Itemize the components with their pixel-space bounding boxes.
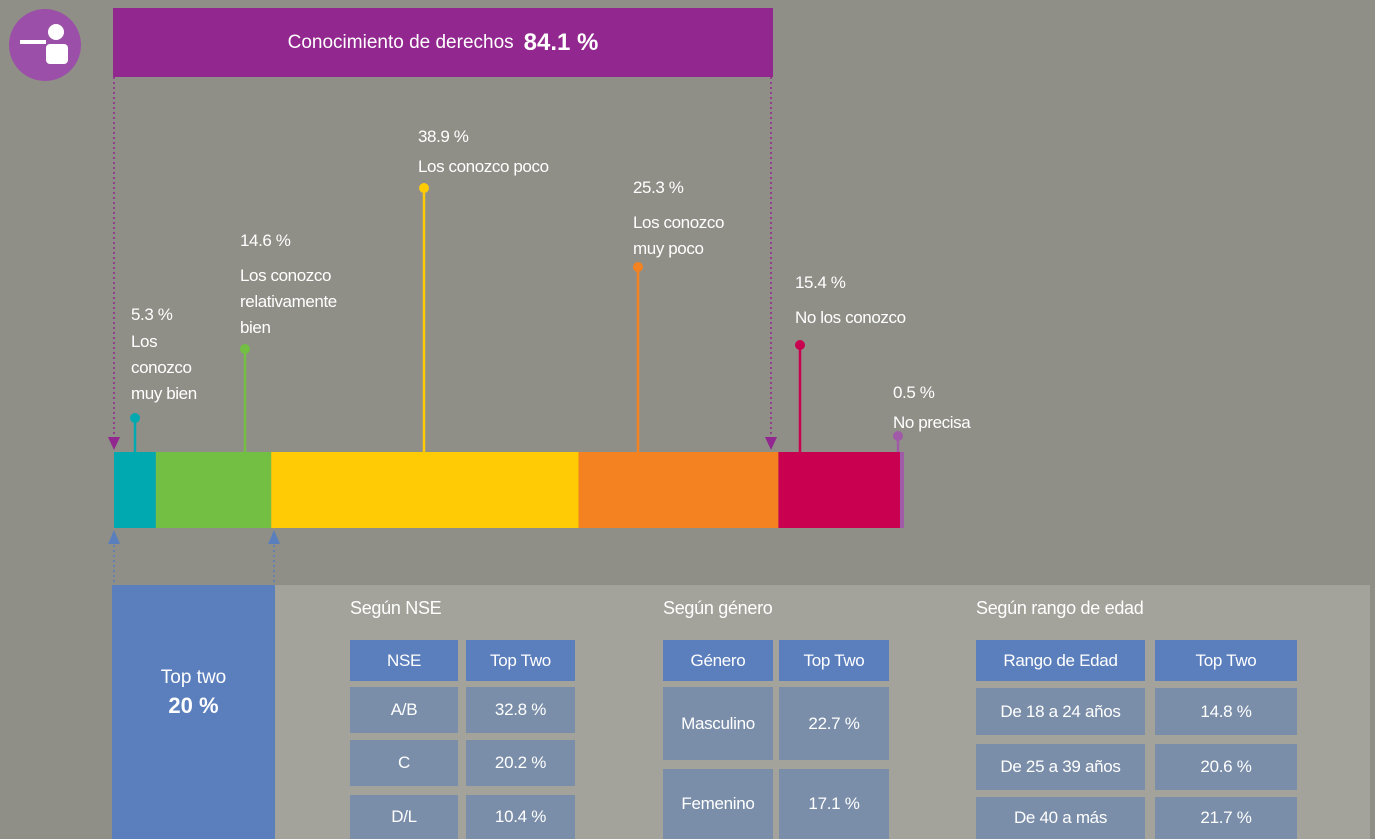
top-two: Top two 20 % [112, 664, 275, 720]
bar-segment [155, 452, 272, 528]
table-cell: De 18 a 24 años [976, 688, 1145, 735]
category-label: Los conozco muy poco [633, 213, 725, 258]
table-cell: 21.7 % [1155, 797, 1297, 839]
table-header: Rango de Edad [976, 640, 1145, 681]
value-label: 15.4 % [795, 273, 846, 292]
pin-head [240, 344, 250, 354]
table-cell: Femenino [663, 769, 773, 839]
table-cell: 20.6 % [1155, 744, 1297, 790]
table-cell: 20.2 % [466, 740, 575, 786]
table-cell: 32.8 % [466, 687, 575, 733]
table-title: Según rango de edad [976, 598, 1144, 618]
arrow-head [108, 437, 120, 450]
bar-segment [578, 452, 779, 528]
header-value: 84.1 % [523, 28, 599, 56]
category-label: Los conozco poco [418, 157, 549, 176]
table-cell: De 25 a 39 años [976, 744, 1145, 790]
category-label: No los conozco [795, 308, 906, 327]
table-cell: Masculino [663, 687, 773, 760]
table-header: Top Two [466, 640, 575, 681]
category-label: Los conozco relativamente bien [240, 266, 337, 337]
pin-head [893, 431, 903, 441]
table-cell: 17.1 % [779, 769, 889, 839]
value-label: 5.3 % [131, 305, 173, 324]
table-cell: 14.8 % [1155, 688, 1297, 735]
pin-head [795, 340, 805, 350]
value-label: 25.3 % [633, 178, 684, 197]
table-cell: D/L [350, 795, 458, 839]
pin-head [633, 262, 643, 272]
table-header: Género [663, 640, 773, 681]
icon [9, 9, 81, 81]
arrow-head [268, 530, 280, 544]
table-title: Según género [663, 598, 773, 618]
bar-segment [900, 452, 904, 528]
table-cell: 22.7 % [779, 687, 889, 760]
icon-part [20, 40, 46, 44]
table-cell: C [350, 740, 458, 786]
header: Conocimiento de derechos 84.1 % [113, 8, 773, 77]
icon-part [48, 24, 64, 40]
header-box [113, 8, 773, 77]
icon-part [46, 44, 68, 64]
header-label: Conocimiento de derechos [287, 31, 514, 53]
table-cell: 10.4 % [466, 795, 575, 839]
table-header: NSE [350, 640, 458, 681]
top-two-label: Top two [160, 667, 227, 688]
bar-segment [114, 452, 156, 528]
arrow-head [108, 530, 120, 544]
bar-segment [778, 452, 901, 528]
table-cell: De 40 a más [976, 797, 1145, 839]
table-header: Top Two [779, 640, 889, 681]
value-label: 14.6 % [240, 231, 291, 250]
table-header: Top Two [1155, 640, 1297, 681]
table-title: Según NSE [350, 598, 442, 618]
top-two-value: 20 % [168, 693, 219, 718]
value-label: 38.9 % [418, 127, 469, 146]
bar-segment [271, 452, 579, 528]
value-label: 0.5 % [893, 383, 935, 402]
arrow-head [765, 437, 777, 450]
table-cell: A/B [350, 687, 458, 733]
category-label: Los conozco muy bien [131, 332, 197, 403]
top-two-box [112, 585, 275, 839]
pin-head [130, 413, 140, 423]
category-label: No precisa [893, 413, 971, 432]
pin-head [419, 183, 429, 193]
